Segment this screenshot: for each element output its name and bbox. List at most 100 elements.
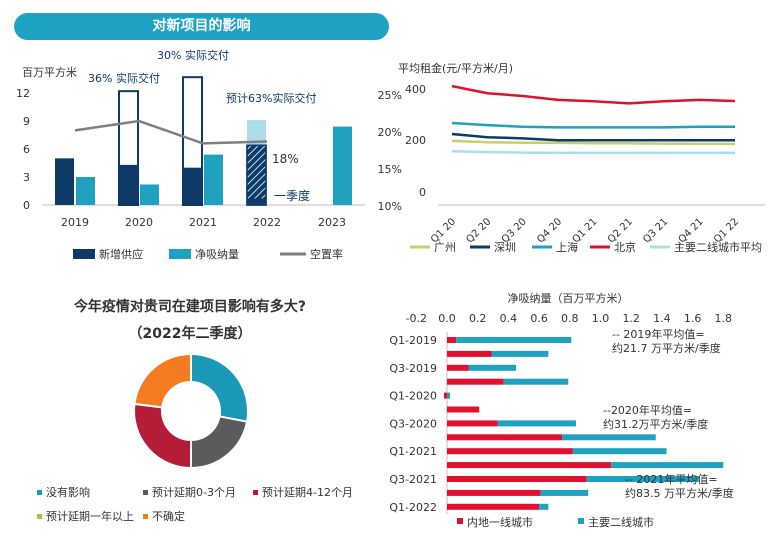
donut-slice: [133, 402, 192, 470]
x-tick-label: 0.6: [530, 312, 548, 325]
absorption-bar-segment: [447, 406, 480, 413]
legend-swatch: [169, 249, 191, 259]
x-tick-label: 2023: [318, 216, 346, 229]
absorption-bar-segment: [447, 462, 612, 469]
absorption-bar-segment: [562, 434, 656, 441]
left-tick-label: 25%: [378, 89, 402, 102]
absorption-bar-segment: [456, 337, 572, 343]
legend-label: 预计延期0-3个月: [152, 486, 236, 499]
y-tick-label: Q3-2021: [389, 473, 437, 486]
rent-line-series: [451, 84, 736, 105]
legend-swatch: [37, 490, 42, 495]
legend-swatch: [37, 514, 42, 519]
absorption-bar-segment: [540, 489, 589, 496]
x-tick-label: 1.4: [653, 312, 671, 325]
supply-bar: [183, 167, 202, 205]
absorption-bar-segment: [491, 350, 549, 357]
section-banner: 对新项目的影响: [14, 13, 389, 40]
section-title: 对新项目的影响: [152, 18, 251, 34]
absorption-bar-segment: [447, 392, 451, 399]
y-tick-label: 6: [23, 143, 30, 156]
absorption-bar-segment: [468, 364, 517, 371]
x-tick-label: -0.2: [406, 312, 427, 325]
right-tick-label: 400: [405, 83, 426, 96]
legend-label: 广州: [434, 241, 456, 254]
legend-swatch: [73, 249, 95, 259]
y-tick-label: Q1-2020: [389, 390, 437, 403]
forecast-supply-bar: [246, 144, 267, 206]
x-tick-label: 0.2: [469, 312, 487, 325]
survey-donut-chart: 今年疫情对贵司在建项目影响有多大? （2022年二季度） 没有影响 预计延期0-3个月…: [37, 298, 353, 523]
legend-label: 净吸纳量: [195, 247, 239, 261]
supply-absorption-chart: 百万平方米 0 3 6 9 12 2019 2020 2021 2022 2023 36% 实际交付 3…: [16, 48, 365, 261]
absorption-bar-segment: [611, 462, 724, 469]
y-tick-label: Q1-2019: [389, 334, 437, 347]
vacancy-line: [74, 119, 268, 145]
absorption-bar-segment: [447, 350, 492, 357]
absorption-bar: [76, 177, 95, 205]
y-tick-label: Q3-2019: [389, 362, 437, 375]
legend-swatch: [253, 490, 258, 495]
legend-label: 北京: [614, 240, 636, 254]
x-tick-label: Q3 21: [641, 216, 670, 245]
y-tick-label: 3: [23, 171, 30, 184]
absorption-bar: [333, 126, 352, 205]
legend-label: 上海: [556, 240, 578, 254]
y-axis-label: 平均租金(元/平方米/月): [398, 61, 513, 75]
legend-label: 主要二线城市: [588, 515, 654, 529]
legend-label: 内地一线城市: [467, 515, 533, 529]
q1-supply-bar: [247, 198, 266, 205]
legend-label: 没有影响: [46, 485, 90, 499]
x-tick-label: 0.8: [561, 312, 579, 325]
y-tick-label: Q3-2020: [389, 417, 437, 430]
annotation-30: 30% 实际交付: [157, 48, 229, 62]
average-annotation: -- 2019年平均值=: [612, 327, 705, 341]
y-tick-label: Q1-2022: [389, 501, 437, 514]
legend-label: 预计延期一年以上: [46, 509, 134, 523]
x-tick-label: 1.8: [715, 312, 733, 325]
rent-line-series: [451, 139, 735, 146]
rent-line-series: [451, 150, 735, 155]
rent-line-series: [451, 132, 735, 142]
legend-label: 不确定: [152, 509, 185, 523]
legend-swatch: [578, 518, 584, 524]
annotation-63: 预计63%实际交付: [226, 91, 316, 105]
annotation-36: 36% 实际交付: [88, 71, 160, 85]
right-tick-label: 200: [405, 134, 426, 147]
absorption-bar-segment: [443, 392, 447, 399]
left-tick-label: 10%: [378, 200, 402, 213]
absorption-bar-segment: [497, 420, 576, 427]
left-tick-label: 20%: [378, 126, 402, 139]
absorption-bar-segment: [447, 337, 457, 343]
x-tick-label: 2020: [125, 216, 153, 229]
absorption-bar-segment: [447, 364, 469, 371]
absorption-bar-segment: [539, 503, 549, 510]
absorption-bar-segment: [447, 448, 573, 455]
absorption-bar-segment: [572, 448, 667, 455]
legend-label: 新增供应: [99, 247, 143, 261]
x-tick-label: 1.0: [592, 312, 610, 325]
x-tick-label: 0.4: [500, 312, 518, 325]
y-tick-label: 9: [23, 115, 30, 128]
chart-title: 净吸纳量（百万平方米）: [508, 291, 629, 305]
average-annotation: 约21.7 万平方米/季度: [612, 341, 721, 355]
absorption-bar-segment: [447, 476, 587, 482]
donut-slice: [190, 415, 249, 470]
donut-slice: [190, 352, 249, 423]
rent-line-series: [451, 121, 735, 129]
legend-label: 主要二线城市平均: [674, 240, 762, 254]
y-axis-label: 百万平方米: [22, 65, 77, 79]
absorption-bar-segment: [503, 378, 569, 385]
y-tick-label: 0: [23, 199, 30, 212]
average-annotation: 约31.2万平方米/季度: [603, 417, 708, 431]
y-tick-label: 12: [16, 87, 30, 100]
legend-swatch: [457, 518, 463, 524]
absorption-bar-segment: [447, 434, 563, 441]
legend-swatch: [143, 490, 148, 495]
absorption-bar-segment: [586, 476, 699, 482]
average-annotation: -- 2021年平均值=: [625, 472, 718, 486]
donut-slice: [133, 352, 192, 409]
left-tick-label: 15%: [378, 163, 402, 176]
y-tick-label: Q1-2021: [389, 445, 437, 458]
